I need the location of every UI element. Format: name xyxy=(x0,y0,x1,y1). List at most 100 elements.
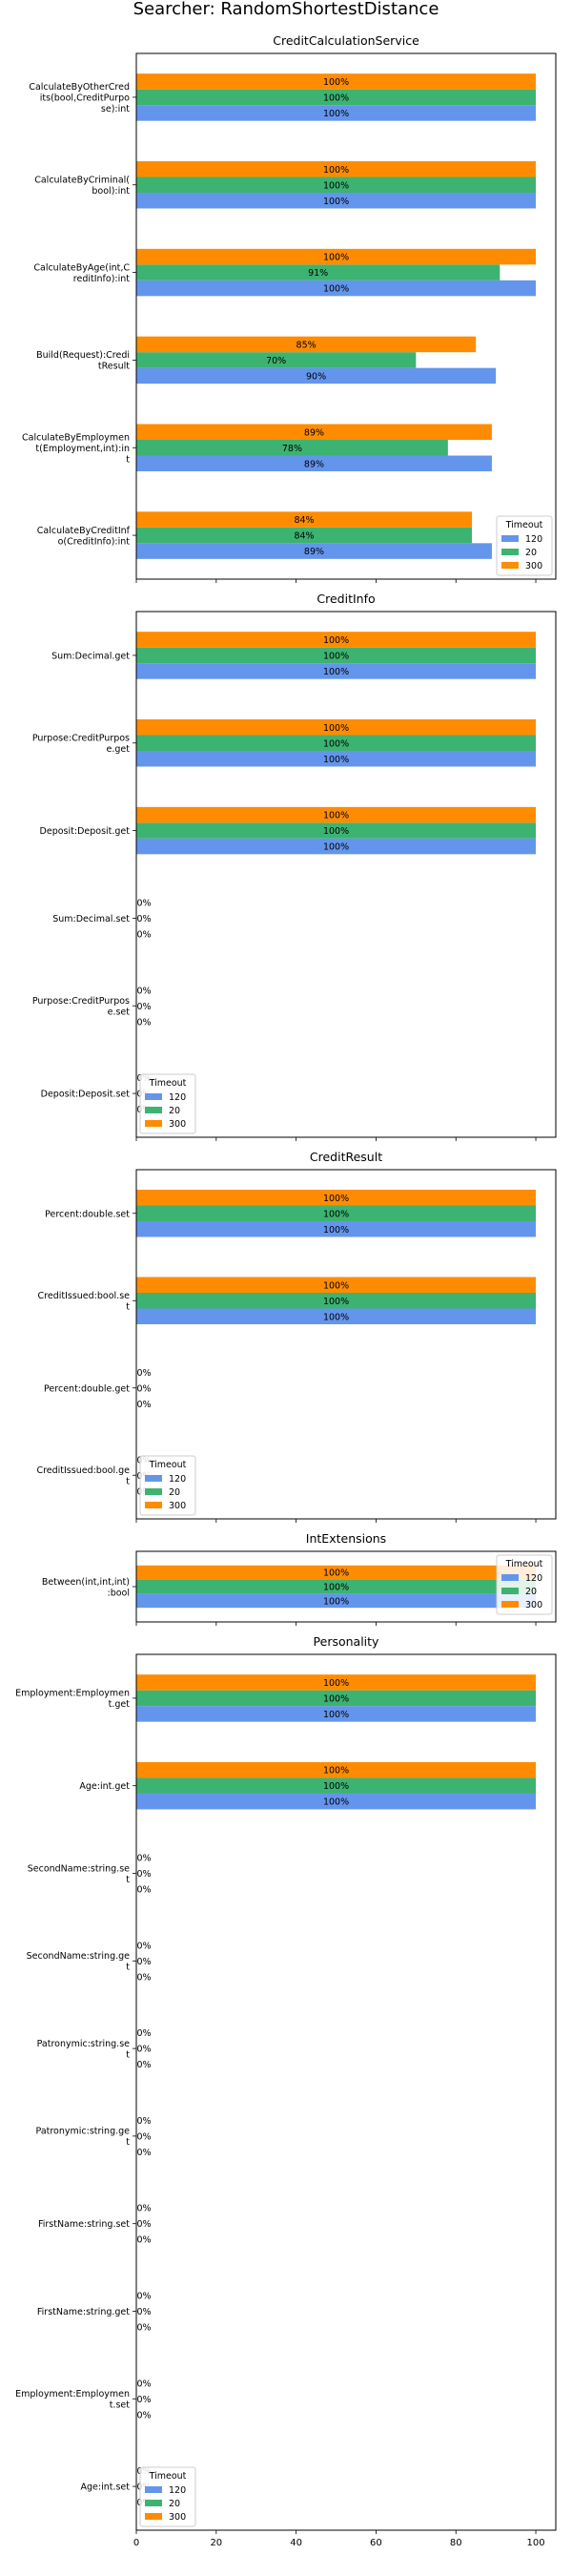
bar-20 xyxy=(136,264,500,280)
data-label: 100% xyxy=(323,651,349,661)
chart-4: IntExtensions Between(int,int,int):bool 10… xyxy=(42,1531,557,1626)
legend-label: 120 xyxy=(169,1474,186,1485)
category-label-line: FirstName:string.get xyxy=(37,2307,130,2317)
legend-swatch-300 xyxy=(145,1120,162,1127)
legend-box xyxy=(496,1554,553,1615)
category-label-line: Sum:Decimal.get xyxy=(51,651,130,661)
bar-300 xyxy=(136,806,537,823)
data-label: 0% xyxy=(136,1400,151,1410)
category-label-line: t xyxy=(126,2049,130,2060)
bar-300 xyxy=(136,632,537,648)
data-label: 0% xyxy=(136,1854,151,1864)
legend-label: 20 xyxy=(169,1487,180,1498)
legend-label: 300 xyxy=(169,2512,186,2523)
bar-300 xyxy=(136,1190,537,1206)
bar-20 xyxy=(136,1690,537,1707)
bar-20 xyxy=(136,647,537,664)
category-label-line: SecondName:string.ge xyxy=(27,1951,131,1962)
x-tick-label: 40 xyxy=(290,2538,302,2548)
figure-title: Searcher: RandomShortestDistance xyxy=(133,0,439,19)
x-tick-label: 100 xyxy=(527,2538,545,2548)
data-label: 100% xyxy=(323,738,349,749)
category-label-line: Percent:double.set xyxy=(45,1209,130,1219)
axes-frame xyxy=(135,611,557,1138)
category-label-line: Purpose:CreditPurpos xyxy=(32,996,130,1007)
data-label: 0% xyxy=(136,2219,151,2230)
legend-box xyxy=(139,1455,196,1516)
data-label: 100% xyxy=(323,284,349,295)
bar-20 xyxy=(136,527,472,544)
axes-frame xyxy=(135,52,557,580)
category-label-line: CreditIssued:bool.ge xyxy=(36,1465,130,1476)
bar-300 xyxy=(136,511,472,528)
legend-label: 20 xyxy=(169,2499,180,2509)
data-label: 84% xyxy=(294,531,314,542)
data-label: 89% xyxy=(304,459,324,469)
category-label: CalculateByCreditInf o(CreditInfo):int xyxy=(37,526,131,548)
category-label-line: t xyxy=(126,1477,130,1487)
bar-300 xyxy=(136,1277,537,1293)
data-label: 100% xyxy=(323,253,349,263)
bar-20 xyxy=(136,89,537,106)
category-label: Employment:Employmen t.set xyxy=(15,2389,130,2411)
data-label: 100% xyxy=(323,165,349,176)
data-label: 0% xyxy=(136,2410,151,2420)
data-label: 100% xyxy=(323,826,349,837)
chart-1: CreditCalculationService CalculateByOther… xyxy=(22,33,557,583)
legend-title: Timeout xyxy=(149,2471,187,2482)
axes-frame xyxy=(135,1169,557,1520)
data-label: 0% xyxy=(136,1869,151,1880)
legend-label: 120 xyxy=(169,2485,186,2496)
legend-box xyxy=(139,2466,196,2527)
category-label: Percent:double.set xyxy=(45,1209,130,1219)
data-label: 0% xyxy=(136,2379,151,2389)
data-label: 0% xyxy=(136,929,151,940)
data-label: 100% xyxy=(323,1781,349,1792)
legend-label: 120 xyxy=(525,534,542,545)
bar-300 xyxy=(136,73,537,90)
category-label-line: Patronymic:string.ge xyxy=(36,2127,131,2137)
legend-label: 300 xyxy=(169,1501,186,1511)
legend: Timeout 120 20 300 xyxy=(139,1455,196,1516)
data-label: 70% xyxy=(266,356,286,366)
category-label-line: e.get xyxy=(107,744,131,755)
category-label: CalculateByAge(int,C reditInfo):int xyxy=(33,262,130,284)
bar-120 xyxy=(136,455,492,471)
data-label: 100% xyxy=(323,109,349,119)
category-label: Deposit:Deposit.set xyxy=(41,1090,131,1100)
bar-120 xyxy=(136,543,492,559)
x-tick-label: 80 xyxy=(450,2538,462,2548)
data-label: 100% xyxy=(323,755,349,765)
bar-120 xyxy=(136,751,537,767)
category-label-line: FirstName:string.set xyxy=(38,2219,130,2230)
x-tick-label: 60 xyxy=(370,2538,382,2548)
bar-300 xyxy=(136,719,537,736)
category-label-line: Deposit:Deposit.set xyxy=(41,1090,131,1100)
legend-swatch-20 xyxy=(501,1588,519,1594)
bar-20 xyxy=(136,1205,537,1221)
data-label: 100% xyxy=(323,1678,349,1689)
legend-label: 20 xyxy=(169,1106,180,1116)
data-label: 0% xyxy=(136,914,151,924)
data-label: 0% xyxy=(136,2235,151,2246)
category-label-line: t xyxy=(126,1963,130,1973)
category-label-line: bool):int xyxy=(92,186,130,197)
legend-swatch-120 xyxy=(501,1574,519,1581)
data-label: 100% xyxy=(323,1280,349,1291)
data-label: 0% xyxy=(136,1017,151,1028)
category-label-line: Sum:Decimal.set xyxy=(52,914,130,924)
data-label: 100% xyxy=(323,1583,349,1593)
data-label: 100% xyxy=(323,180,349,191)
category-label-line: :bool xyxy=(108,1588,131,1598)
bar-20 xyxy=(136,1777,537,1794)
bar-300 xyxy=(136,161,537,177)
data-label: 100% xyxy=(323,1312,349,1322)
category-label: Percent:double.get xyxy=(44,1383,130,1394)
category-label-line: t(Employment,int):in xyxy=(35,444,130,454)
data-label: 0% xyxy=(136,2045,151,2055)
data-label: 100% xyxy=(323,93,349,103)
data-label: 0% xyxy=(136,1368,151,1379)
category-label: Age:int.get xyxy=(79,1781,130,1792)
legend-box xyxy=(496,515,553,576)
